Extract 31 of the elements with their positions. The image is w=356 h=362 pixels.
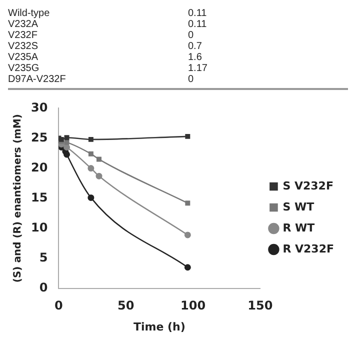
y-tick-label: 20 (30, 160, 48, 174)
data-label: 0 (188, 74, 194, 85)
x-tick-label: 100 (180, 298, 206, 313)
x-tick-label: 0 (54, 298, 63, 313)
category-label: V235A (8, 52, 40, 63)
data-label: 1.17 (188, 63, 208, 74)
y-tick-label: 30 (30, 100, 48, 114)
y-tick-label: 5 (39, 250, 48, 264)
category-label: V235G (8, 63, 40, 74)
data-label: 0.7 (188, 41, 202, 52)
x-tick-label: 150 (248, 298, 273, 313)
y-axis-title: (S) and (R) enantiomers (mM) (12, 114, 24, 283)
y-tick-label: 15 (30, 190, 48, 204)
data-label: 1.6 (188, 52, 202, 63)
legend-label: R WT (282, 221, 316, 234)
category-label: V232S (8, 41, 40, 52)
legend-label: R V232F (282, 242, 334, 256)
y-tick-label: 10 (30, 220, 48, 234)
data-label: 0 (188, 30, 194, 41)
legend-label: S WT (282, 200, 315, 214)
category-label: D97A-V232F (8, 74, 67, 85)
category-label: V232A (8, 19, 40, 30)
category-label: Wild-type (8, 8, 51, 19)
x-tick-label: 50 (118, 298, 134, 313)
y-tick-label: 25 (30, 130, 48, 144)
data-label: 0.11 (188, 8, 207, 19)
y-tick-label: 0 (39, 280, 48, 295)
x-axis-title: Time (h) (133, 320, 186, 334)
category-label: V232F (8, 30, 38, 41)
legend-label: S V232F (282, 179, 334, 192)
data-label: 0.11 (188, 19, 207, 30)
